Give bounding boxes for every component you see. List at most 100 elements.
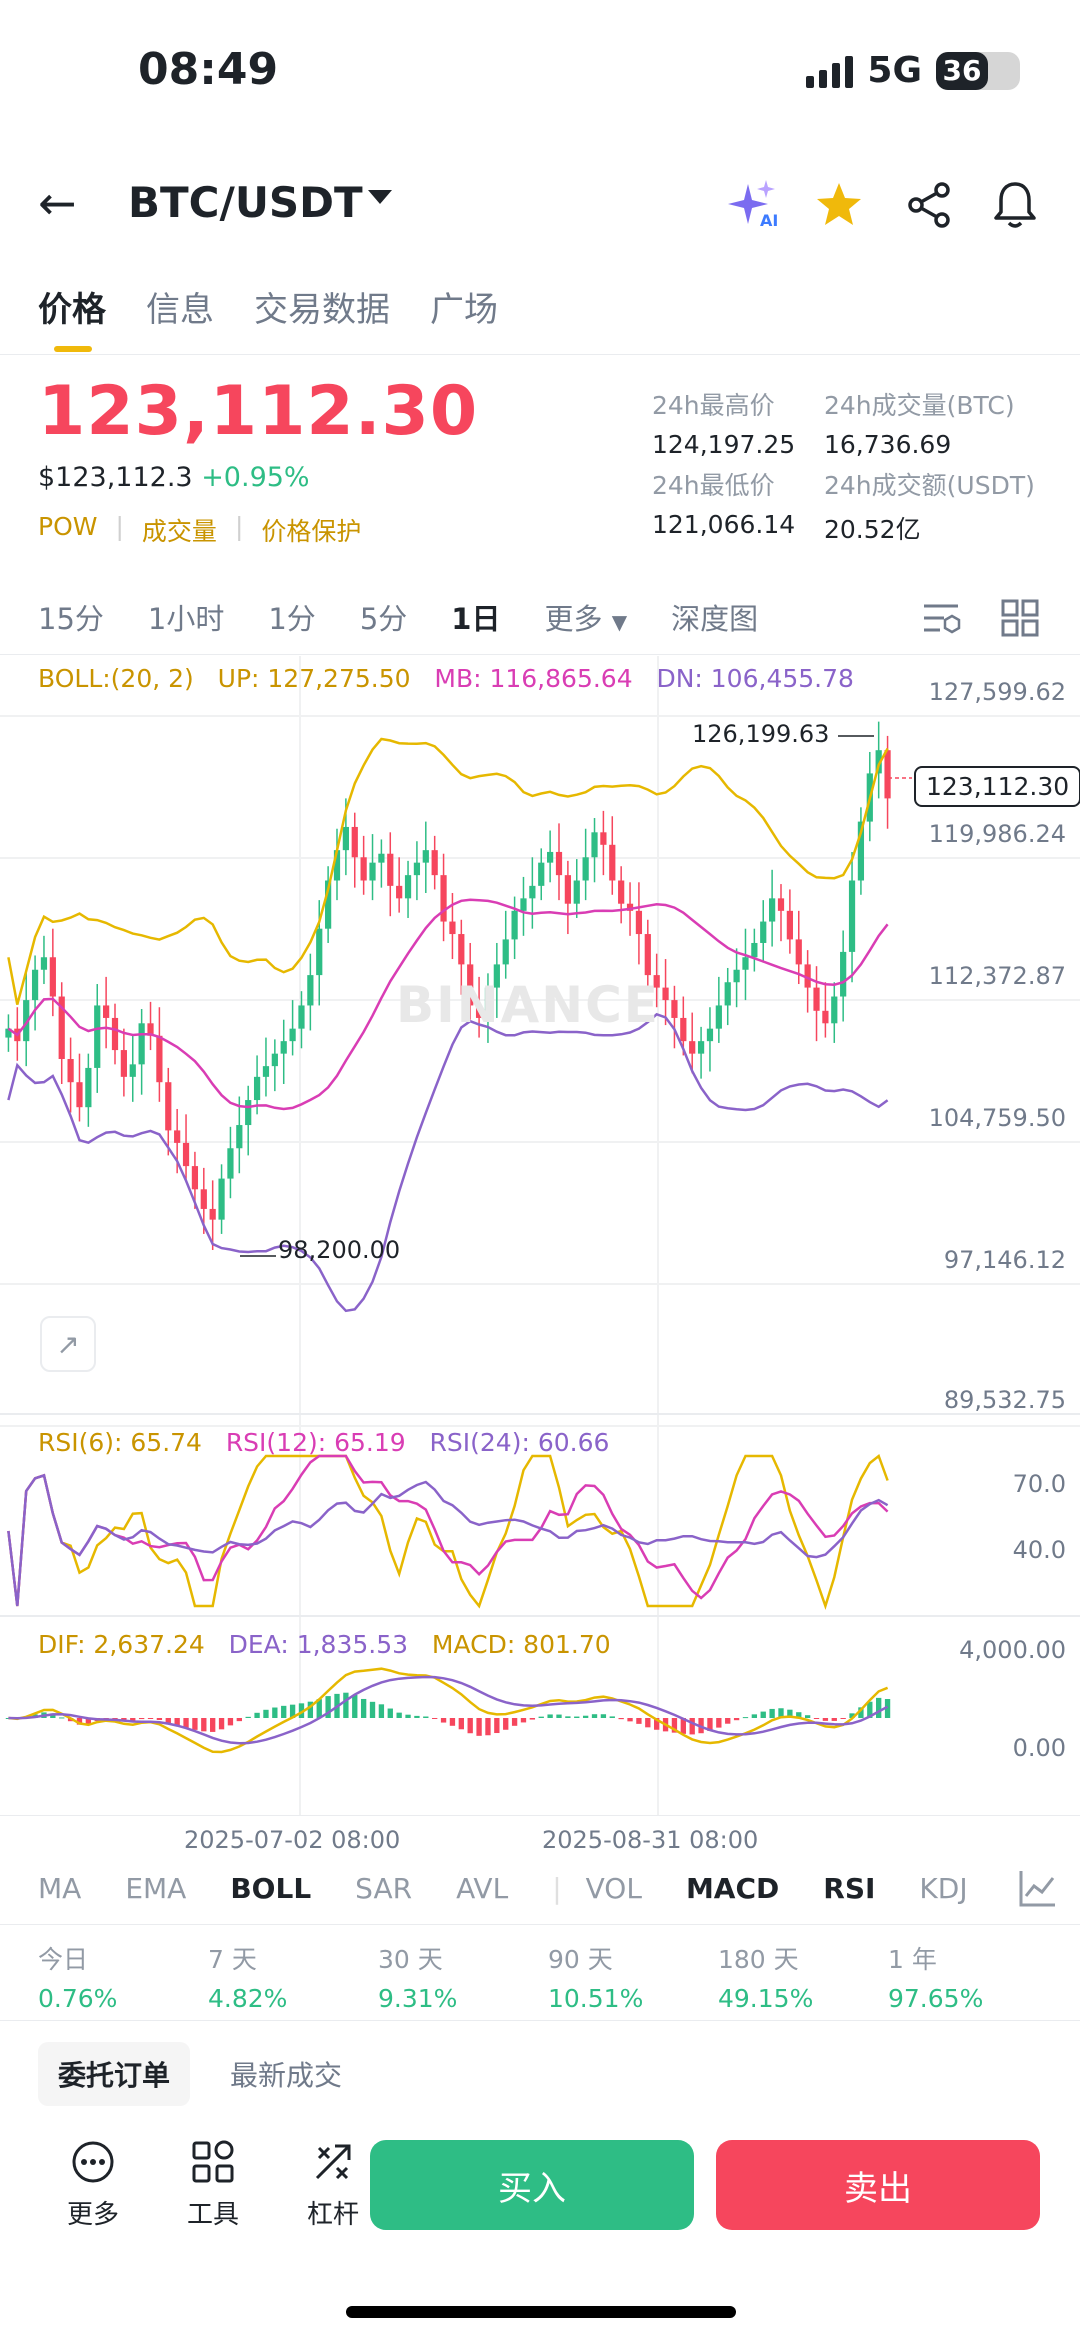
candlestick-chart[interactable] <box>0 656 1080 1816</box>
bell-icon[interactable] <box>990 178 1040 232</box>
back-arrow-icon[interactable]: ← <box>38 176 77 230</box>
tf-more-label: 更多 <box>544 602 603 636</box>
perf-today: 今日 0.76% <box>38 1940 208 2013</box>
tf-5m[interactable]: 5分 <box>359 602 408 636</box>
candle-body <box>298 1005 305 1029</box>
tag-pow[interactable]: POW <box>38 512 98 541</box>
candle-body <box>236 1125 243 1149</box>
tag-volume[interactable]: 成交量 <box>141 517 217 546</box>
candle-body <box>733 969 740 983</box>
candle-body <box>831 996 838 1024</box>
candle-body <box>209 1208 216 1220</box>
rsi24: RSI(24): 60.66 <box>429 1428 610 1457</box>
macd-bar <box>884 1699 891 1718</box>
candle-body <box>227 1148 234 1179</box>
candle-body <box>671 1000 678 1018</box>
last-price: 123,112.30 <box>38 372 479 451</box>
ind-kdj[interactable]: KDJ <box>919 1872 968 1905</box>
tab-info[interactable]: 信息 <box>146 290 214 330</box>
tf-depth[interactable]: 深度图 <box>671 602 759 636</box>
candle-body <box>191 1166 199 1190</box>
home-indicator <box>346 2306 736 2318</box>
candle-body <box>120 1050 127 1077</box>
tf-1d[interactable]: 1日 <box>451 602 501 636</box>
candle-body <box>848 880 856 952</box>
x-axis-label: 2025-08-31 08:00 <box>542 1826 759 1854</box>
more-icon <box>72 2141 114 2183</box>
macd-bar <box>707 1718 713 1731</box>
indicator-settings-icon[interactable] <box>1018 1868 1058 1908</box>
boll-upper-line <box>7 737 889 1005</box>
macd-bar <box>440 1718 447 1723</box>
ai-sparkle-icon[interactable]: AI <box>726 178 782 234</box>
tab-price[interactable]: 价格 <box>38 290 106 330</box>
tf-1m[interactable]: 1分 <box>268 602 316 636</box>
expand-icon[interactable]: ↗ <box>40 1316 96 1372</box>
tools-button[interactable]: 工具 <box>178 2140 248 2231</box>
performance-row: 今日 0.76% 7 天 4.82% 30 天 9.31% 90 天 10.51% 18… <box>38 1940 1058 2013</box>
tf-1h[interactable]: 1小时 <box>147 602 225 636</box>
sell-button[interactable]: 卖出 <box>716 2140 1040 2230</box>
macd-bar <box>725 1718 731 1724</box>
more-label: 更多 <box>66 2200 119 2230</box>
tab-trading-data[interactable]: 交易数据 <box>254 290 390 330</box>
macd-bar <box>538 1716 544 1718</box>
candle-body <box>618 880 625 904</box>
macd-bar <box>76 1718 83 1725</box>
tf-more[interactable]: 更多 ▼ <box>544 596 627 638</box>
ind-boll[interactable]: BOLL <box>230 1872 312 1905</box>
macd-bar <box>760 1711 766 1718</box>
pair-title[interactable]: BTC/USDT <box>128 178 363 227</box>
macd-bar <box>325 1696 331 1718</box>
leverage-button[interactable]: 杠杆 <box>298 2140 368 2231</box>
ind-vol[interactable]: VOL <box>585 1872 642 1905</box>
rsi6: RSI(6): 65.74 <box>38 1428 202 1457</box>
candle-body <box>609 844 616 881</box>
grid-layout-icon[interactable] <box>1000 598 1040 638</box>
chevron-down-icon[interactable] <box>368 190 392 204</box>
tab-square[interactable]: 广场 <box>430 290 498 330</box>
ind-ma[interactable]: MA <box>38 1872 82 1905</box>
ind-macd[interactable]: MACD <box>685 1872 780 1905</box>
candle-body <box>76 1082 83 1108</box>
macd-bar <box>565 1716 571 1718</box>
star-icon[interactable] <box>814 180 864 230</box>
macd-bar <box>787 1709 793 1718</box>
macd-bar <box>547 1714 553 1718</box>
candle-body <box>760 921 767 943</box>
candle-body <box>520 898 527 911</box>
macd-bar <box>876 1697 882 1718</box>
candle-body <box>582 857 589 881</box>
status-time: 08:49 <box>138 44 279 95</box>
candle-body <box>396 885 403 899</box>
macd-bar <box>130 1718 136 1722</box>
more-button[interactable]: 更多 <box>58 2140 128 2231</box>
candle-body <box>342 826 349 851</box>
candle-body <box>307 975 314 1006</box>
candle-body <box>884 750 891 799</box>
low-annotation: 98,200.00 <box>278 1236 401 1264</box>
buy-button[interactable]: 买入 <box>370 2140 694 2230</box>
chart-settings-icon[interactable] <box>922 598 962 638</box>
ind-sar[interactable]: SAR <box>355 1872 413 1905</box>
share-icon[interactable] <box>904 180 954 230</box>
ind-rsi[interactable]: RSI <box>823 1872 876 1905</box>
macd-bar <box>627 1718 633 1722</box>
macd-bar <box>813 1718 820 1719</box>
macd-dif-line <box>8 1667 889 1754</box>
candle-body <box>795 939 802 965</box>
ind-ema[interactable]: EMA <box>125 1872 187 1905</box>
tab-latest-trades[interactable]: 最新成交 <box>230 2059 343 2092</box>
candle-body <box>404 875 412 899</box>
candle-body <box>804 964 811 988</box>
tab-open-orders[interactable]: 委托订单 <box>38 2042 191 2106</box>
candle-body <box>165 1082 172 1131</box>
candle-body <box>440 875 447 922</box>
x-axis-label: 2025-07-02 08:00 <box>184 1826 401 1854</box>
tf-15m[interactable]: 15分 <box>38 602 104 636</box>
candle-body <box>644 934 651 976</box>
tag-price-protection[interactable]: 价格保护 <box>261 517 362 546</box>
ind-avl[interactable]: AVL <box>456 1872 509 1905</box>
candle-body <box>218 1178 225 1220</box>
macd-bar <box>556 1714 562 1718</box>
